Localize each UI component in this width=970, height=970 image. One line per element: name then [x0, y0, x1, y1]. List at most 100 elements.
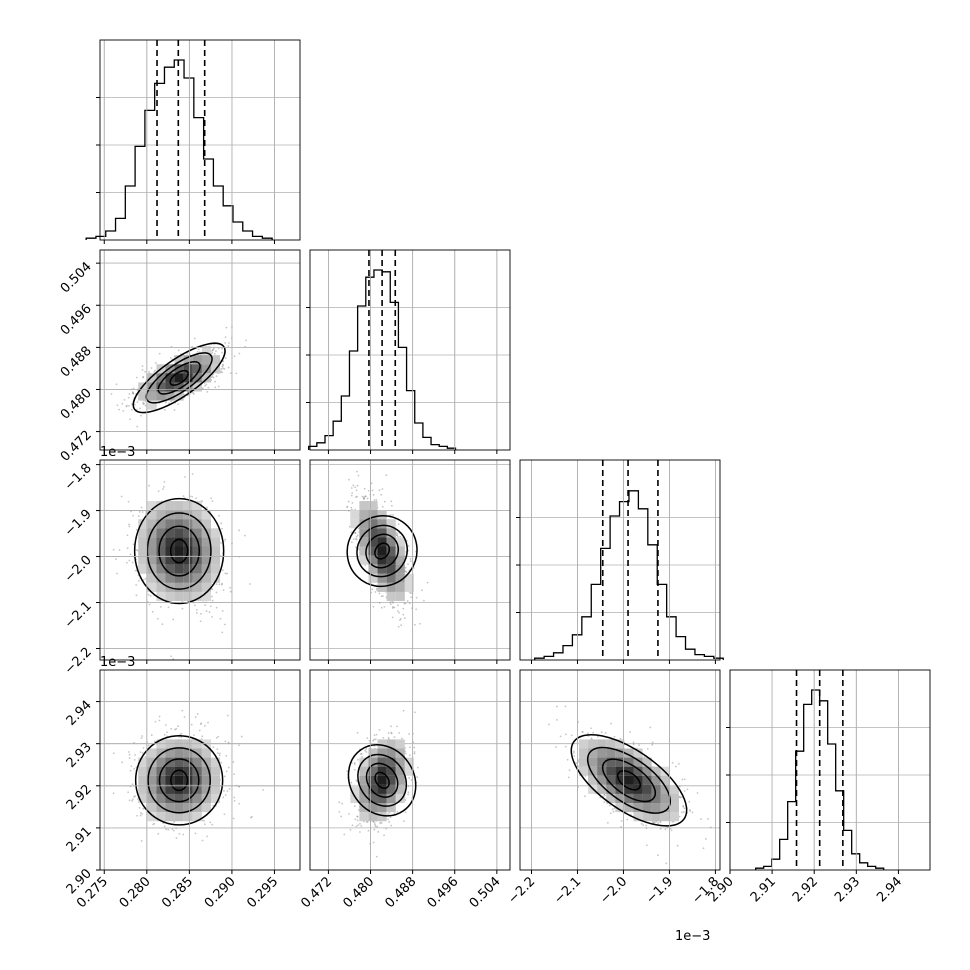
- scatter-point: [182, 833, 185, 836]
- density-block: [138, 784, 148, 794]
- density-block: [201, 803, 211, 813]
- tick-label-y: −2.0: [62, 553, 95, 586]
- scatter-point: [355, 535, 358, 538]
- scatter-point: [184, 476, 186, 478]
- density-block: [183, 382, 193, 392]
- scatter-point: [170, 655, 173, 658]
- scatter-point: [238, 352, 241, 355]
- scatter-point: [170, 727, 173, 730]
- offset-label-y: 1e−3: [100, 655, 135, 670]
- scatter-point: [153, 822, 156, 825]
- scatter-point: [127, 791, 130, 794]
- scatter-point: [354, 486, 357, 489]
- density-block: [138, 564, 148, 574]
- scatter-point: [351, 502, 354, 504]
- scatter-point: [227, 345, 230, 347]
- scatter-point: [392, 513, 394, 516]
- scatter-point: [364, 495, 367, 498]
- scatter-point: [200, 612, 202, 615]
- density-block: [183, 555, 193, 565]
- histogram-p2: [534, 490, 724, 660]
- density-block: [147, 775, 157, 785]
- scatter-point: [213, 352, 216, 355]
- scatter-point: [403, 602, 406, 605]
- scatter-point: [129, 418, 131, 421]
- density-block: [147, 793, 157, 804]
- scatter-point: [408, 602, 411, 605]
- density-block: [377, 582, 387, 592]
- scatter-point: [402, 709, 405, 712]
- scatter-point: [135, 528, 138, 531]
- density-block: [156, 546, 166, 556]
- density-block: [156, 757, 166, 767]
- density-block: [156, 501, 166, 511]
- density-block: [183, 537, 193, 547]
- density-block: [174, 757, 184, 767]
- scatter-point: [355, 538, 357, 540]
- scatter-point: [170, 400, 173, 403]
- density-block: [201, 519, 211, 529]
- density-block: [165, 555, 175, 565]
- scatter-point: [226, 790, 229, 792]
- scatter-point: [197, 348, 200, 351]
- scatter-point: [203, 823, 206, 826]
- density-block: [165, 784, 175, 794]
- scatter-point: [211, 588, 214, 591]
- scatter-point: [130, 765, 133, 768]
- density-block: [165, 766, 175, 776]
- density-block: [156, 564, 166, 574]
- density-block: [147, 373, 157, 383]
- scatter-point: [404, 799, 407, 802]
- scatter-point: [357, 809, 360, 811]
- scatter-point: [408, 746, 411, 749]
- density-block: [201, 355, 211, 365]
- density-block: [174, 510, 184, 520]
- scatter-point: [222, 363, 225, 366]
- contour-line: [158, 758, 200, 803]
- scatter-point: [229, 590, 232, 593]
- scatter-point: [381, 488, 384, 490]
- scatter-point: [402, 607, 405, 610]
- scatter-point: [367, 829, 370, 832]
- tick-label-y: 2.92: [64, 782, 95, 813]
- density-block: [174, 582, 184, 592]
- scatter-point: [407, 785, 410, 788]
- density-block: [174, 748, 184, 758]
- density-block: [147, 546, 157, 556]
- scatter-point: [355, 825, 358, 828]
- density-block: [174, 373, 184, 383]
- density-block: [165, 528, 175, 538]
- scatter-point: [359, 831, 361, 833]
- scatter-point: [129, 769, 132, 772]
- scatter-point: [387, 818, 390, 821]
- scatter-point: [379, 822, 382, 824]
- scatter-point: [373, 828, 376, 831]
- scatter-point: [214, 380, 217, 383]
- scatter-point: [194, 832, 197, 835]
- scatter-point: [203, 819, 206, 822]
- density-block: [165, 519, 175, 529]
- density-block: [183, 373, 193, 383]
- scatter-point: [166, 731, 168, 734]
- scatter-point: [355, 546, 357, 549]
- scatter-point: [392, 606, 394, 608]
- density-block: [147, 501, 157, 511]
- scatter-point: [367, 489, 370, 492]
- scatter-point: [130, 408, 133, 411]
- scatter-point: [353, 763, 356, 766]
- density-block: [165, 373, 175, 383]
- scatter-point: [363, 497, 366, 500]
- density-block: [183, 591, 193, 602]
- scatter-point: [214, 386, 217, 389]
- scatter-point: [219, 370, 222, 372]
- scatter-point: [217, 385, 220, 388]
- scatter-point: [120, 495, 123, 498]
- scatter-point: [350, 506, 353, 509]
- contour-line: [146, 512, 212, 590]
- density-block: [395, 582, 405, 592]
- scatter-point: [354, 532, 357, 534]
- scatter-point: [154, 720, 157, 723]
- scatter-point: [182, 495, 185, 497]
- scatter-point: [380, 595, 383, 598]
- scatter-point: [387, 813, 389, 816]
